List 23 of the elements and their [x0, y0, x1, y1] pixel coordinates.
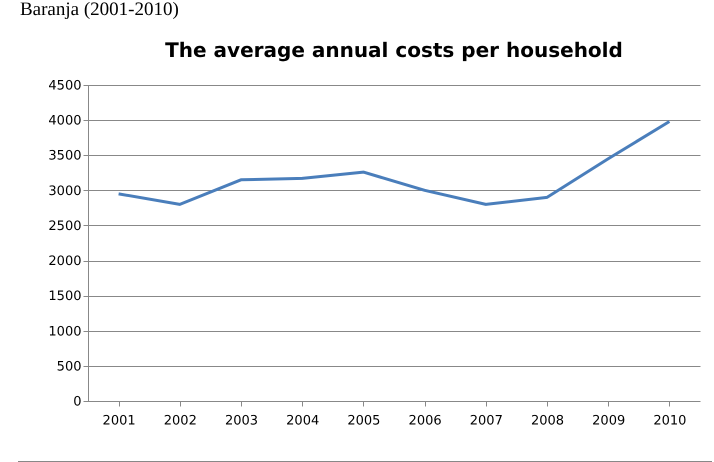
x-tick-label: 2002 [164, 414, 197, 428]
y-tick-label: 4500 [48, 78, 82, 94]
x-tick-label: 2006 [408, 414, 442, 428]
x-tick-label: 2007 [470, 414, 503, 428]
x-tick-label: 2003 [224, 414, 258, 428]
x-tick-label: 2008 [530, 414, 564, 428]
y-tick-label: 1000 [48, 324, 82, 340]
line-series [117, 120, 671, 206]
text: Baranja (2001-2010) [20, 0, 179, 20]
y-tick-label: 1500 [48, 289, 82, 304]
y-tick-label: 3500 [48, 148, 82, 164]
y-tick-label: 2500 [48, 218, 82, 234]
x-tick-label: 2005 [347, 414, 380, 428]
chart-title: The average annual costs per household [165, 38, 623, 62]
y-tick-label: 500 [56, 359, 82, 374]
y-tick-label: 2000 [48, 254, 82, 270]
x-tick-label: 2004 [286, 414, 320, 428]
x-tick-label: 2001 [102, 414, 136, 428]
y-tick-label: 4000 [48, 114, 82, 129]
y-tick-label: 3000 [48, 184, 82, 199]
x-tick-label: 2009 [592, 414, 626, 428]
x-tick-label: 2010 [653, 414, 686, 428]
y-tick-label: 0 [73, 394, 82, 410]
